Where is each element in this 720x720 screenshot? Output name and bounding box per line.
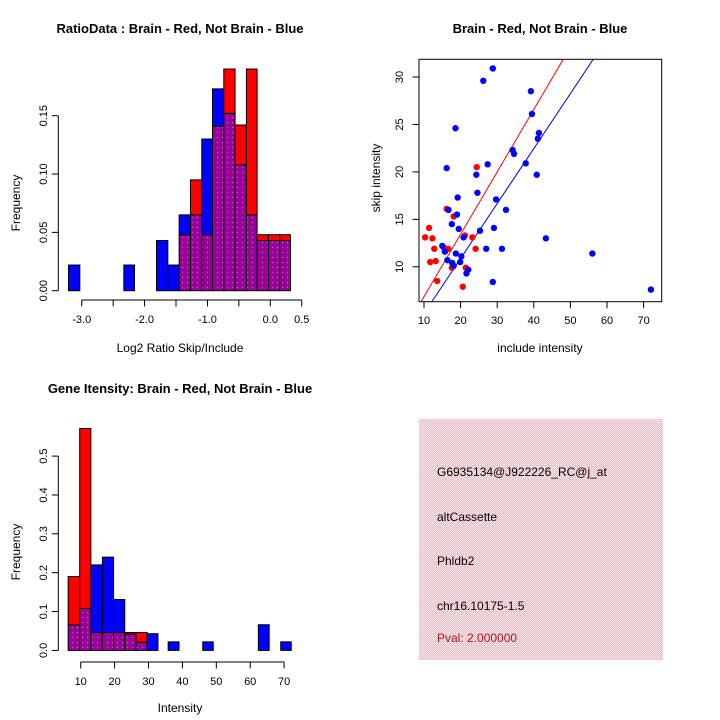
info-panel: G6935134@J922226_RC@j_at altCassette Phl… — [360, 360, 720, 720]
scatter-panel: Brain - Red, Not Brain - Blue 10 20 30 40 50… — [360, 0, 720, 360]
svg-text:0.1: 0.1 — [38, 604, 50, 619]
svg-text:0.00: 0.00 — [38, 280, 50, 301]
svg-text:40: 40 — [176, 676, 188, 688]
svg-text:0.10: 0.10 — [38, 163, 50, 184]
scatter-plot: 10 20 30 40 50 60 70 10 15 20 25 30 — [394, 58, 663, 327]
svg-text:70: 70 — [278, 676, 290, 688]
svg-text:0.2: 0.2 — [38, 565, 50, 580]
svg-text:20: 20 — [394, 166, 406, 178]
gene-name-text: Phldb2 — [437, 554, 475, 568]
svg-text:70: 70 — [637, 315, 649, 327]
svg-text:0.3: 0.3 — [38, 526, 50, 541]
svg-text:-2.0: -2.0 — [135, 314, 154, 326]
gene-intensity-histogram-title: Gene Itensity: Brain - Red, Not Brain - … — [47, 381, 313, 396]
svg-text:10: 10 — [418, 315, 430, 327]
svg-text:0.5: 0.5 — [294, 314, 309, 326]
svg-text:0.05: 0.05 — [38, 222, 50, 243]
svg-text:25: 25 — [394, 118, 406, 130]
splice-event-type-text: altCassette — [437, 510, 498, 524]
ratio-histogram-y-axis-label: Frequency — [9, 174, 23, 232]
probe-id-text: G6935134@J922226_RC@j_at — [437, 465, 607, 479]
svg-text:30: 30 — [491, 315, 503, 327]
svg-text:0.5: 0.5 — [38, 448, 50, 463]
svg-text:50: 50 — [210, 676, 222, 688]
gene-intensity-histogram-plot: 0.0 0.1 0.2 0.3 0.4 0.5 10 20 30 40 50 60 70 — [38, 428, 292, 688]
ratio-histogram-panel: RatioData : Brain - Red, Not Brain - Blu… — [0, 0, 360, 360]
svg-text:0.0: 0.0 — [38, 643, 50, 658]
svg-text:30: 30 — [394, 71, 406, 83]
svg-text:30: 30 — [142, 676, 154, 688]
scatter-y-axis-label: skip intensity — [369, 143, 383, 213]
svg-text:50: 50 — [564, 315, 576, 327]
svg-text:15: 15 — [394, 213, 406, 225]
gene-intensity-y-axis-label: Frequency — [9, 523, 23, 581]
svg-text:10: 10 — [394, 261, 406, 273]
svg-text:60: 60 — [601, 315, 613, 327]
svg-text:-3.0: -3.0 — [72, 314, 91, 326]
svg-text:40: 40 — [528, 315, 540, 327]
info-box: G6935134@J922226_RC@j_at altCassette Phl… — [419, 419, 663, 660]
svg-text:-1.0: -1.0 — [198, 314, 217, 326]
svg-text:60: 60 — [244, 676, 256, 688]
ratio-histogram-plot: 0.00 0.05 0.10 0.15 -3.0 -2.0 -1.0 0.0 0.5 — [38, 68, 309, 326]
chromosome-location-text: chr16.10175-1.5 — [437, 599, 525, 613]
svg-text:0.4: 0.4 — [38, 487, 50, 502]
svg-text:0.15: 0.15 — [38, 105, 50, 126]
svg-text:20: 20 — [108, 676, 120, 688]
svg-text:0.0: 0.0 — [263, 314, 278, 326]
scatter-x-axis-label: include intensity — [497, 341, 583, 355]
gene-intensity-x-axis-label: Intensity — [157, 701, 203, 715]
pval-text: Pval: 2.000000 — [437, 631, 518, 645]
svg-text:20: 20 — [454, 315, 466, 327]
scatter-title: Brain - Red, Not Brain - Blue — [452, 21, 628, 36]
gene-intensity-histogram-panel: Gene Itensity: Brain - Red, Not Brain - … — [0, 360, 360, 720]
ratio-histogram-x-axis-label: Log2 Ratio Skip/Include — [116, 341, 244, 355]
ratio-histogram-title: RatioData : Brain - Red, Not Brain - Blu… — [56, 21, 304, 36]
svg-text:10: 10 — [75, 676, 87, 688]
